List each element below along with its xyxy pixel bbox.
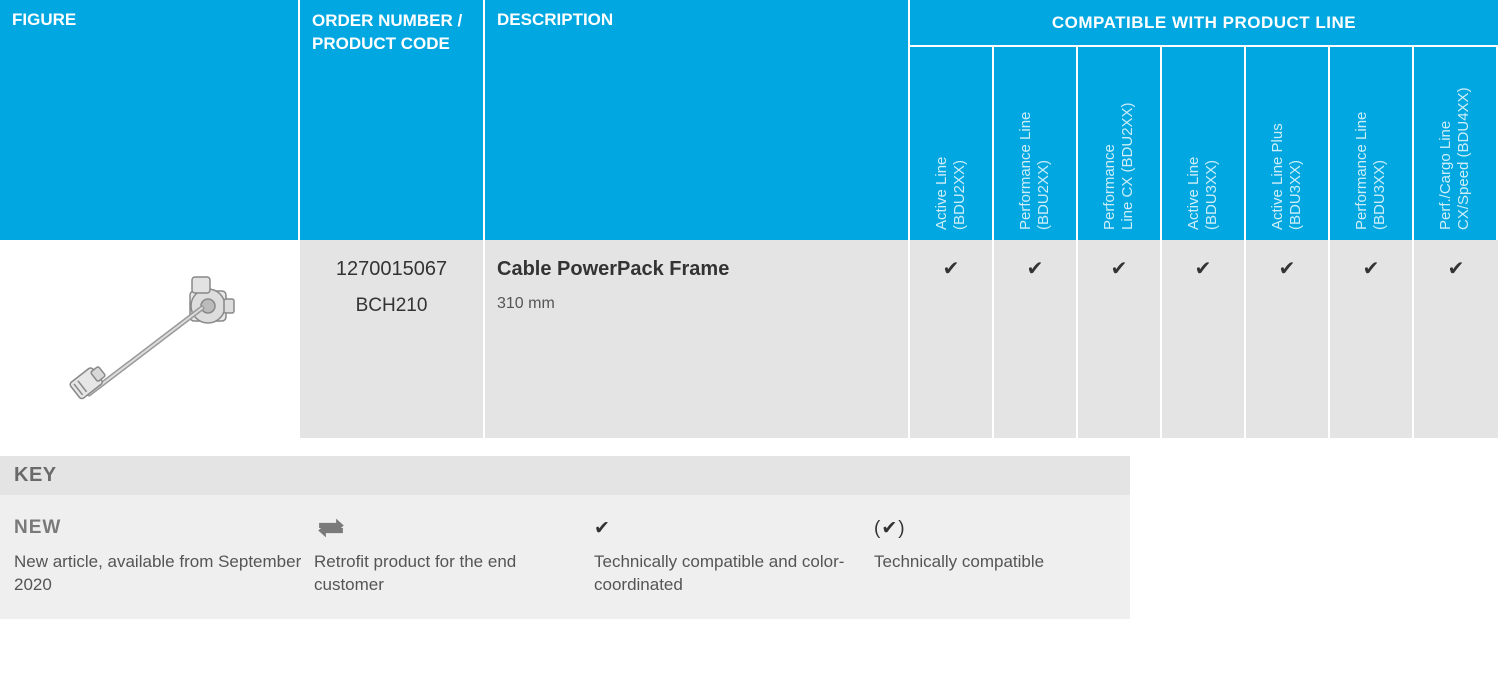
compat-label: Performance Line(BDU2XX) bbox=[1017, 112, 1053, 230]
description-sub: 310 mm bbox=[497, 295, 896, 313]
key-symbol-check: ✔ bbox=[594, 513, 864, 543]
header-compat-group: COMPATIBLE WITH PRODUCT LINE bbox=[910, 0, 1498, 47]
key-title: KEY bbox=[0, 456, 1130, 495]
cable-powerpack-icon bbox=[34, 254, 264, 424]
key-body: NEW New article, available from Septembe… bbox=[0, 495, 1130, 619]
check-icon: ✔ bbox=[1279, 256, 1296, 281]
compat-cell-3: ✔ bbox=[1162, 240, 1246, 438]
check-icon: ✔ bbox=[1027, 256, 1044, 281]
header-compat-col-3: Active Line(BDU3XX) bbox=[1162, 47, 1246, 240]
compat-label: Performance Line(BDU3XX) bbox=[1353, 112, 1389, 230]
compatibility-table: FIGURE ORDER NUMBER / PRODUCT CODE DESCR… bbox=[0, 0, 1500, 438]
check-icon: ✔ bbox=[1111, 256, 1128, 281]
cell-order: 1270015067 BCH210 bbox=[300, 240, 485, 438]
key-item-check: ✔ Technically compatible and color-coord… bbox=[594, 513, 864, 597]
check-icon: ✔ bbox=[1363, 256, 1380, 281]
order-number: 1270015067 bbox=[312, 258, 471, 281]
cell-figure bbox=[0, 240, 300, 438]
compat-cell-4: ✔ bbox=[1246, 240, 1330, 438]
header-order: ORDER NUMBER / PRODUCT CODE bbox=[300, 0, 485, 240]
key-text: New article, available from September 20… bbox=[14, 551, 304, 597]
header-description: DESCRIPTION bbox=[485, 0, 910, 240]
compat-label: Active Line Plus(BDU3XX) bbox=[1269, 123, 1305, 230]
header-compat-col-0: Active Line(BDU2XX) bbox=[910, 47, 994, 240]
header-compat-col-1: Performance Line(BDU2XX) bbox=[994, 47, 1078, 240]
key-text: Technically compatible and color-coordin… bbox=[594, 551, 864, 597]
description-title: Cable PowerPack Frame bbox=[497, 258, 896, 281]
retrofit-icon bbox=[314, 513, 584, 543]
header-compat-col-5: Performance Line(BDU3XX) bbox=[1330, 47, 1414, 240]
cell-description: Cable PowerPack Frame 310 mm bbox=[485, 240, 910, 438]
compat-cell-0: ✔ bbox=[910, 240, 994, 438]
compat-label: Perf./Cargo LineCX/Speed (BDU4XX) bbox=[1437, 87, 1473, 230]
header-figure: FIGURE bbox=[0, 0, 300, 240]
key-item-new: NEW New article, available from Septembe… bbox=[14, 513, 304, 597]
key-symbol-new: NEW bbox=[14, 513, 304, 543]
key-text: Retrofit product for the end customer bbox=[314, 551, 584, 597]
key-item-check-paren: (✔) Technically compatible bbox=[874, 513, 1116, 597]
key-symbol-check-paren: (✔) bbox=[874, 513, 1116, 543]
key-item-retrofit: Retrofit product for the end customer bbox=[314, 513, 584, 597]
check-icon: ✔ bbox=[1195, 256, 1212, 281]
header-compat-col-4: Active Line Plus(BDU3XX) bbox=[1246, 47, 1330, 240]
compat-label: Active Line(BDU3XX) bbox=[1185, 157, 1221, 230]
compat-label: PerformanceLine CX (BDU2XX) bbox=[1101, 102, 1137, 230]
compat-cell-5: ✔ bbox=[1330, 240, 1414, 438]
product-code: BCH210 bbox=[312, 295, 471, 317]
header-compat-col-2: PerformanceLine CX (BDU2XX) bbox=[1078, 47, 1162, 240]
compat-cell-2: ✔ bbox=[1078, 240, 1162, 438]
check-icon: ✔ bbox=[1448, 256, 1465, 281]
compat-cell-1: ✔ bbox=[994, 240, 1078, 438]
compat-label: Active Line(BDU2XX) bbox=[933, 157, 969, 230]
key-text: Technically compatible bbox=[874, 551, 1116, 574]
key-section: KEY NEW New article, available from Sept… bbox=[0, 456, 1130, 619]
header-compat-col-6: Perf./Cargo LineCX/Speed (BDU4XX) bbox=[1414, 47, 1498, 240]
check-icon: ✔ bbox=[943, 256, 960, 281]
compat-cell-6: ✔ bbox=[1414, 240, 1498, 438]
